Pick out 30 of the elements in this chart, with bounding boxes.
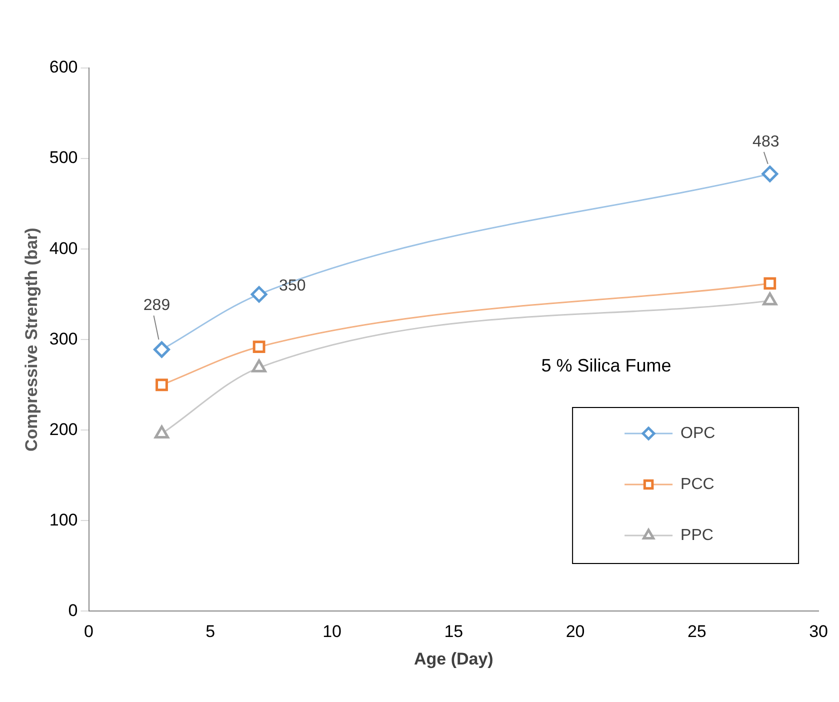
y-tick-label: 300: [49, 329, 78, 348]
x-tick-label: 25: [687, 622, 706, 642]
point: [252, 340, 266, 354]
point: [154, 426, 170, 439]
y-tick-label: 0: [68, 600, 78, 620]
annotation: 5 % Silica Fume: [541, 356, 672, 376]
legend-label: OPC: [680, 424, 716, 442]
data-label: 289: [143, 296, 170, 314]
x-tick-label: 15: [444, 622, 464, 642]
x-tick-label: 20: [566, 622, 585, 642]
y-tick-label: 200: [49, 420, 78, 439]
x-tick-label: 10: [322, 622, 342, 642]
point: [764, 277, 776, 290]
x-tick-label: 30: [809, 622, 828, 642]
y-tick-label: 100: [49, 510, 78, 530]
legend-label: PCC: [680, 476, 714, 493]
data-label: 483: [752, 133, 780, 150]
x-axis-title: Age (Day): [414, 649, 494, 668]
x-tick-label: 5: [206, 622, 216, 642]
y-axis-title: Compressive Strength (bar): [22, 228, 41, 452]
point: [762, 166, 778, 182]
data-label: 350: [279, 278, 306, 295]
legend-label: PPC: [680, 526, 714, 544]
y-tick-label: 600: [49, 58, 78, 77]
point: [153, 341, 170, 358]
y-tick-label: 500: [49, 148, 78, 168]
point: [156, 378, 168, 392]
y-tick-label: 400: [49, 238, 78, 258]
point: [250, 286, 268, 303]
x-tick-label: 0: [84, 622, 94, 642]
